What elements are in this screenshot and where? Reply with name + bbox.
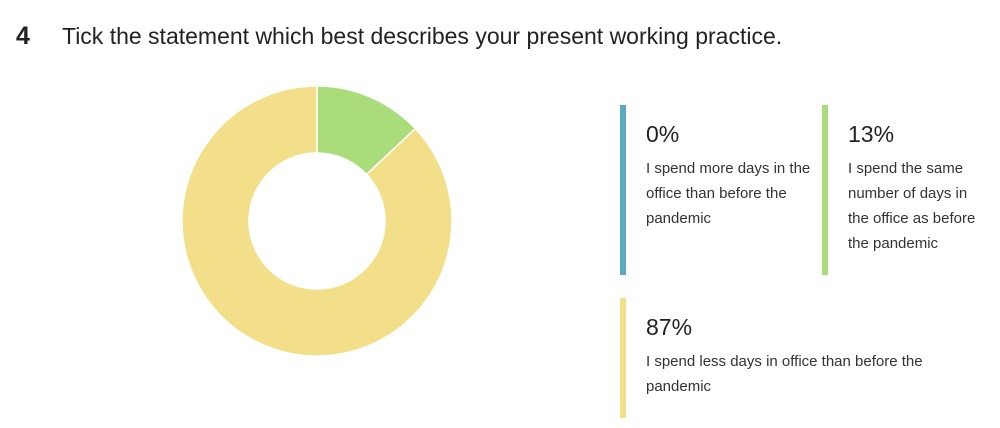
slice [181, 85, 453, 357]
legend-swatch [822, 105, 828, 275]
legend-label: I spend more days in the office than bef… [646, 160, 811, 227]
chart-title: Tick the statement which best describes … [62, 23, 783, 49]
question-number: 4 [16, 22, 30, 50]
legend-swatch [620, 105, 626, 275]
legend-item: 0% I spend more days in the office than b… [620, 105, 820, 275]
value-label: 87% [646, 314, 693, 340]
legend-swatch [620, 298, 626, 418]
legend-item: 87% I spend less days in office than befo… [620, 298, 960, 418]
legend-label: I spend less days in office than before … [646, 353, 923, 395]
value-label: 0% [646, 121, 680, 147]
legend-item: 13% I spend the same number of days in th… [822, 105, 992, 275]
value-label: 13% [848, 121, 895, 147]
legend-label: I spend the same number of days in the o… [848, 160, 976, 252]
